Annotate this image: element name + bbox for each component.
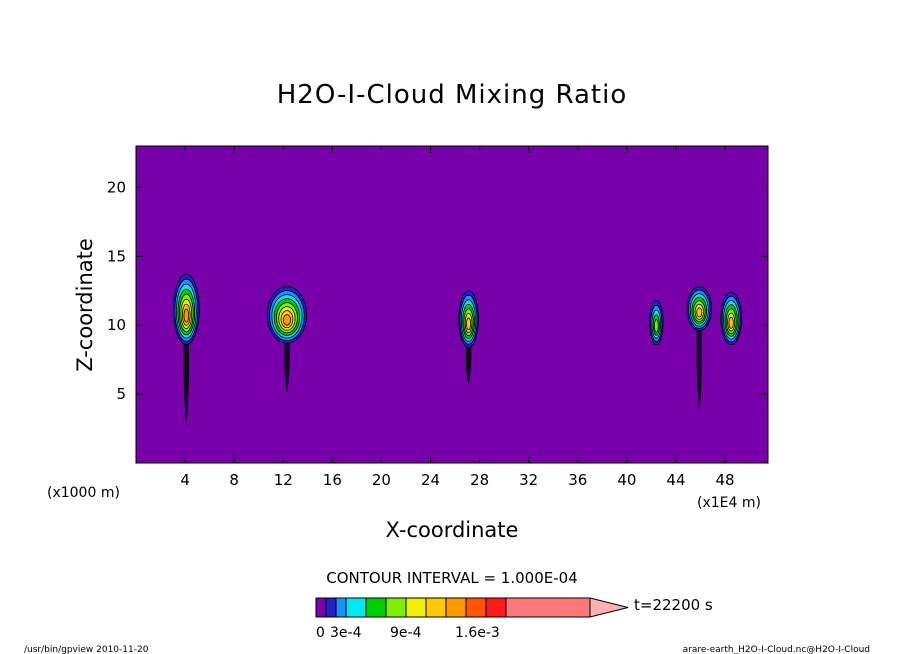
y-axis-label: Z-coordinate	[73, 238, 97, 372]
cloud-cell	[458, 290, 479, 384]
y-tick-label: 15	[107, 247, 126, 265]
plot-background	[135, 145, 769, 464]
x-tick-label: 36	[568, 471, 587, 489]
colorbar	[315, 597, 629, 618]
x-tick-label: 28	[470, 471, 489, 489]
plot-area	[135, 145, 769, 464]
colorbar-label: 0	[316, 625, 325, 641]
contour-level	[466, 317, 472, 331]
y-tick-label: 5	[116, 385, 126, 403]
footer-right: arare-earth_H2O-I-Cloud.nc@H2O-I-Cloud	[683, 645, 870, 654]
colorbar-swatch	[325, 597, 337, 618]
cloud-stem	[183, 343, 190, 422]
colorbar-swatch	[465, 597, 487, 618]
x-tick-label: 32	[519, 471, 538, 489]
x-tick-label: 24	[421, 471, 440, 489]
colorbar-label: 3e-4	[330, 625, 362, 641]
contour-level	[653, 319, 659, 333]
colorbar-label: 9e-4	[390, 625, 422, 641]
colorbar-swatch	[315, 597, 327, 618]
x-tick-label: 12	[274, 471, 293, 489]
colorbar-swatch	[335, 597, 347, 618]
chart-title: H2O-I-Cloud Mixing Ratio	[277, 80, 628, 110]
cloud-stem	[696, 330, 703, 408]
x-tick-label: 20	[372, 471, 391, 489]
footer-left: /usr/bin/gpview 2010-11-20	[24, 645, 149, 654]
contour-level	[728, 316, 734, 329]
colorbar-swatch	[485, 597, 507, 618]
contour-level	[696, 307, 703, 318]
time-label: t=22200 s	[634, 596, 713, 614]
cloud-cell	[266, 286, 307, 392]
cloud-contours	[173, 273, 743, 422]
x-tick-label: 8	[229, 471, 239, 489]
y-tick-label: 10	[107, 316, 126, 334]
contour-interval-label: CONTOUR INTERVAL = 1.000E-04	[326, 569, 577, 587]
colorbar-swatch	[405, 597, 427, 618]
x-unit-right: (x1E4 m)	[697, 495, 761, 511]
colorbar-arrow	[589, 597, 629, 618]
x-unit-left: (x1000 m)	[47, 485, 120, 501]
x-tick-label: 16	[323, 471, 342, 489]
contour-level	[282, 314, 291, 326]
x-tick-label: 44	[666, 471, 685, 489]
x-tick-label: 48	[716, 471, 735, 489]
cloud-cell	[649, 299, 664, 345]
cloud-stem	[284, 342, 290, 392]
colorbar-swatch	[505, 597, 591, 618]
x-tick-label: 40	[617, 471, 636, 489]
colorbar-swatch	[425, 597, 447, 618]
y-tick-label: 20	[107, 178, 126, 196]
colorbar-swatch	[445, 597, 467, 618]
contour-level	[183, 308, 190, 323]
cloud-cell	[686, 286, 712, 408]
x-tick-label: 4	[180, 471, 190, 489]
x-axis-label: X-coordinate	[386, 518, 519, 542]
colorbar-swatch	[365, 597, 387, 618]
y-axis: 5 10 15 20	[107, 178, 768, 403]
cloud-stem	[465, 346, 472, 384]
colorbar-label: 1.6e-3	[455, 625, 500, 641]
colorbar-swatch	[385, 597, 407, 618]
cloud-cell	[173, 273, 200, 422]
colorbar-labels: 0 3e-4 9e-4 1.6e-3	[316, 625, 500, 641]
x-axis: 4 8 12 16 20 24 28 32 36 40 44 48	[180, 146, 735, 489]
cloud-cell	[720, 291, 743, 345]
colorbar-swatch	[345, 597, 367, 618]
